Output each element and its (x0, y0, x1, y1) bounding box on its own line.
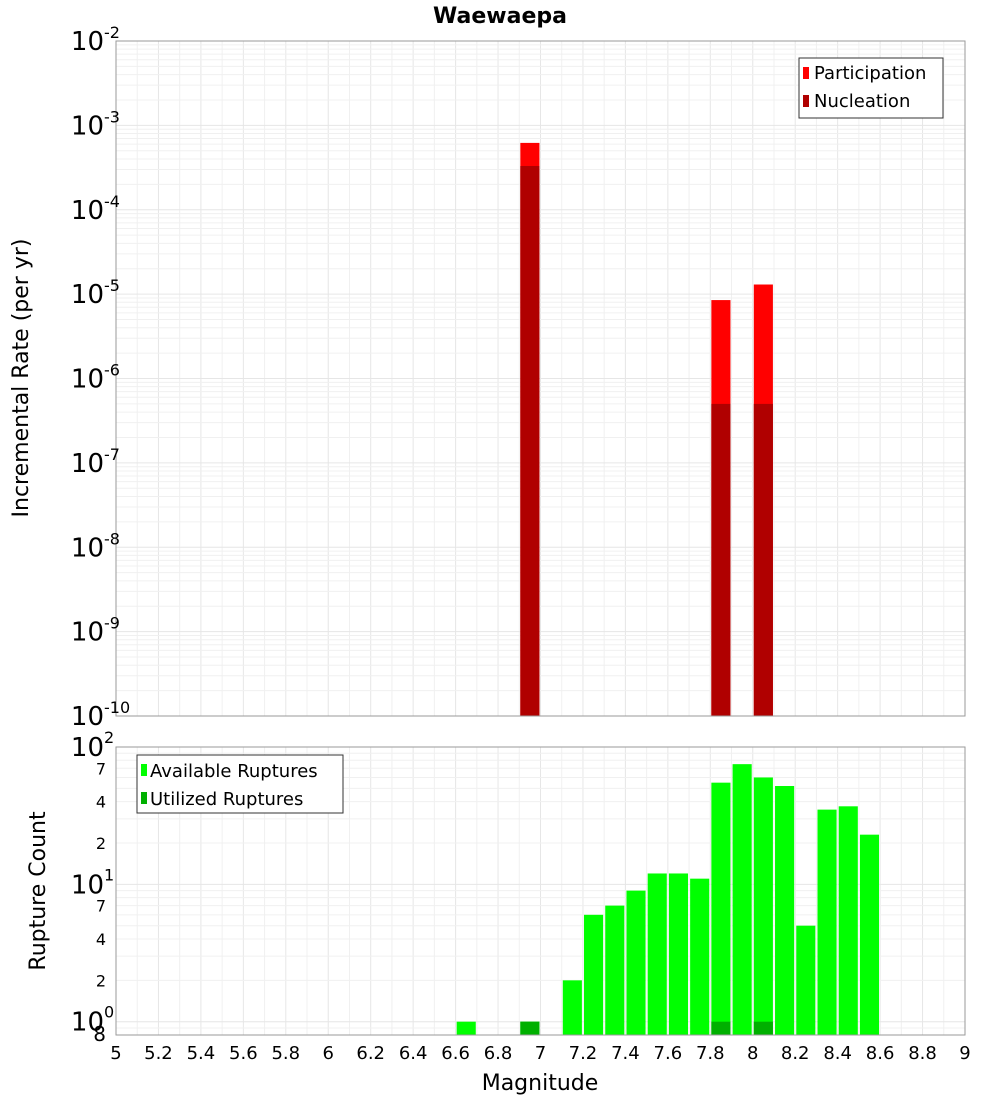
bottom-legend: Available Ruptures Utilized Ruptures (136, 754, 344, 814)
available-ruptures-bar (456, 1021, 476, 1035)
participation-legend-swatch (803, 67, 809, 79)
available-ruptures-bar (838, 806, 858, 1035)
available-ruptures-bar (690, 878, 710, 1035)
nucleation-bar (753, 403, 773, 716)
available-ruptures-bar (753, 777, 773, 1035)
top-y-tick-exponent: -10 (104, 698, 130, 717)
bottom-plot-bars (456, 764, 880, 1035)
top-plot-bars (520, 142, 773, 717)
top-y-tick-exponent: -2 (104, 23, 120, 42)
x-tick-label: 9 (959, 1043, 970, 1064)
x-tick-label: 7.8 (696, 1043, 725, 1064)
x-tick-label: 5.6 (229, 1043, 258, 1064)
x-tick-label: 6.2 (356, 1043, 385, 1064)
top-y-tick-exponent: -7 (104, 445, 120, 464)
x-tick-label: 5 (110, 1043, 121, 1064)
bottom-y-minor-tick-label: 4 (96, 793, 106, 812)
bottom-y-minor-tick-label: 4 (96, 930, 106, 949)
top-y-tick-label: 10 (71, 702, 104, 732)
bottom-y-minor-tick-label: 7 (96, 897, 106, 916)
x-axis-ticks: 5 5.2 5.4 5.6 5.8 6 6.2 6.4 6.6 6.8 7 7.2 7.4 7.6 7.8 8… (110, 1043, 970, 1064)
x-tick-label: 7.6 (654, 1043, 683, 1064)
bottom-y-axis-label: Rupture Count (26, 811, 51, 971)
top-y-tick-exponent: -3 (104, 107, 120, 126)
x-tick-label: 6 (323, 1043, 334, 1064)
top-y-tick-exponent: -5 (104, 276, 120, 295)
available-ruptures-legend-swatch (141, 764, 147, 776)
top-y-tick-label: 10 (71, 27, 104, 57)
bottom-legend-box (136, 754, 344, 814)
bottom-y-minor-tick-label: 7 (96, 759, 106, 778)
x-tick-label: 5.2 (144, 1043, 173, 1064)
top-y-tick-label: 10 (71, 280, 104, 310)
available-ruptures-bar (711, 782, 731, 1035)
x-tick-label: 8 (747, 1043, 758, 1064)
x-tick-label: 8.4 (823, 1043, 852, 1064)
participation-legend-label: Participation (814, 63, 926, 84)
nucleation-legend-swatch (803, 95, 809, 107)
nucleation-bar (520, 166, 540, 717)
bottom-plot-frame (115, 746, 966, 1036)
x-tick-label: 6.6 (441, 1043, 470, 1064)
x-tick-label: 8.8 (908, 1043, 937, 1064)
top-y-tick-label: 10 (71, 111, 104, 141)
x-tick-label: 6.8 (484, 1043, 513, 1064)
bottom-y-minor-tick-label: 2 (96, 971, 106, 990)
x-tick-label: 5.4 (187, 1043, 216, 1064)
top-y-tick-label: 10 (71, 618, 104, 648)
bottom-y-tick-label: 10 (71, 733, 104, 763)
x-tick-label: 6.4 (399, 1043, 428, 1064)
available-ruptures-bar (584, 914, 604, 1035)
available-ruptures-bar (626, 890, 646, 1035)
x-tick-label: 8.6 (866, 1043, 895, 1064)
utilized-ruptures-legend-swatch (141, 792, 147, 804)
top-y-tick-exponent: -9 (104, 614, 120, 633)
available-ruptures-bar (859, 834, 880, 1035)
bottom-y-tick-exponent: 1 (104, 865, 114, 884)
x-tick-label: 7.4 (611, 1043, 640, 1064)
nucleation-legend-label: Nucleation (814, 91, 910, 112)
utilized-ruptures-legend-label: Utilized Ruptures (150, 789, 303, 810)
nucleation-bar (711, 403, 731, 716)
top-y-tick-label: 10 (71, 365, 104, 395)
top-y-axis-label: Incremental Rate (per yr) (9, 239, 34, 518)
available-ruptures-bar (796, 925, 816, 1035)
top-y-tick-exponent: -6 (104, 361, 120, 380)
utilized-ruptures-bar (520, 1021, 540, 1035)
x-tick-label: 5.8 (271, 1043, 300, 1064)
available-ruptures-bar (562, 980, 582, 1035)
top-y-tick-label: 10 (71, 196, 104, 226)
x-tick-label: 7 (535, 1043, 546, 1064)
top-y-tick-label: 10 (71, 449, 104, 479)
bottom-y-minor-tick-label: 2 (96, 834, 106, 853)
available-ruptures-bar (605, 905, 625, 1035)
available-ruptures-bar (668, 873, 689, 1035)
top-y-tick-exponent: -4 (104, 192, 120, 211)
top-y-tick-exponent: -8 (104, 529, 120, 548)
x-tick-label: 8.2 (781, 1043, 810, 1064)
bottom-y-minor-tick-label: 8 (93, 1022, 106, 1046)
utilized-ruptures-bar (711, 1021, 731, 1035)
available-ruptures-legend-label: Available Ruptures (150, 761, 318, 782)
bottom-y-tick-label: 10 (71, 870, 104, 900)
available-ruptures-bar (817, 809, 837, 1035)
available-ruptures-bar (732, 764, 752, 1035)
top-legend-box (798, 57, 944, 119)
available-ruptures-bar (647, 873, 667, 1035)
x-tick-label: 7.2 (569, 1043, 598, 1064)
chart-title: Waewaepa (433, 4, 567, 29)
top-plot-frame (115, 40, 966, 717)
bottom-y-tick-exponent: 0 (104, 1003, 114, 1022)
top-y-tick-label: 10 (71, 533, 104, 563)
top-legend: Participation Nucleation (798, 57, 944, 119)
bottom-y-tick-label: 10 (71, 1008, 104, 1038)
utilized-ruptures-bar (753, 1021, 773, 1035)
available-ruptures-bar (775, 786, 795, 1035)
x-axis-label: Magnitude (482, 1071, 599, 1096)
top-plot-grid (115, 41, 966, 717)
bottom-y-tick-exponent: 2 (104, 728, 114, 747)
